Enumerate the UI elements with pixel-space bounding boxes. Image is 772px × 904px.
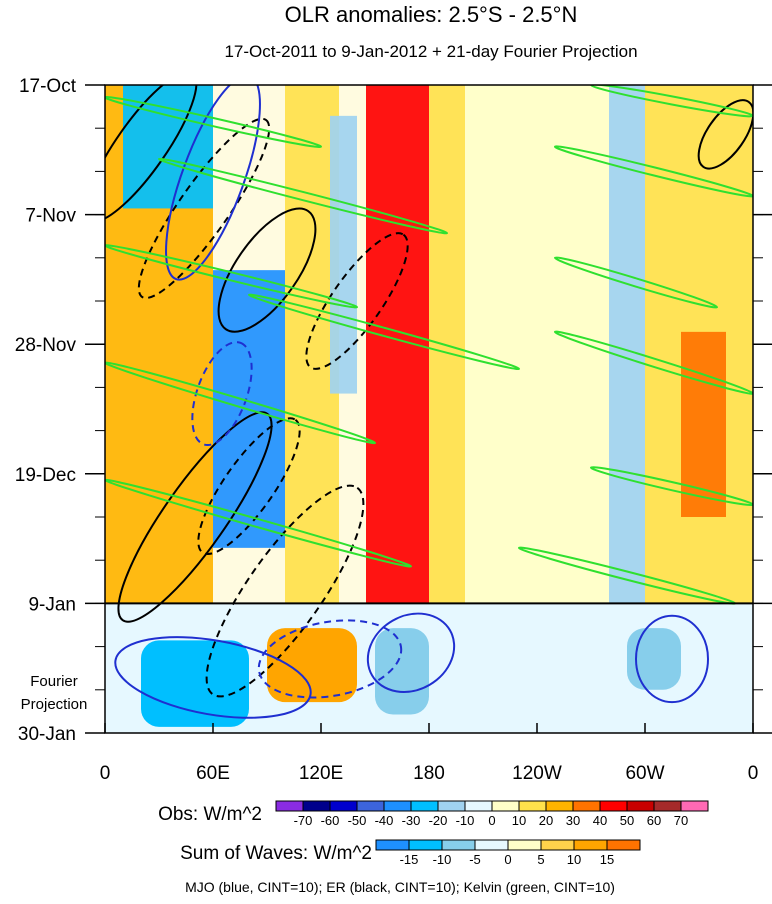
anomaly-band-4: [330, 115, 357, 394]
kelvin-contour-0: [105, 96, 323, 149]
x-tick-label-0: 0: [100, 763, 111, 784]
waves-level-6: 15: [600, 852, 614, 867]
obs-swatch-11: [572, 800, 601, 812]
obs-swatch-14: [653, 800, 682, 812]
obs-colorbar: -70 -60 -50 -40 -30 -20 -10 0 10 20 30 40 50 60 70: [275, 800, 709, 828]
anomaly-band-5: [366, 85, 429, 604]
y-tick-label-5: 30-Jan: [18, 724, 76, 745]
projection-bands: [105, 603, 753, 733]
obs-swatch-15: [680, 800, 709, 812]
waves-level-2: -5: [469, 852, 481, 867]
contour-legend: MJO (blue, CINT=10); ER (black, CINT=10)…: [185, 879, 615, 895]
kelvin-contour-3: [247, 293, 521, 371]
waves-swatch-1: [408, 839, 443, 851]
obs-level-5: -20: [429, 813, 448, 828]
obs-swatch-8: [491, 800, 520, 812]
y-tick-label-3: 19-Dec: [15, 465, 76, 486]
anomaly-bands: [105, 85, 753, 604]
obs-swatch-10: [545, 800, 574, 812]
x-axis: 0 60E 120E 180 120W 60W 0: [100, 723, 759, 784]
kelvin-contour-8: [553, 256, 719, 309]
obs-level-2: -50: [348, 813, 367, 828]
waves-colorbar: -15 -10 -5 0 5 10 15: [375, 839, 641, 867]
mjo-contour-5: [635, 614, 709, 704]
kelvin-contour-1: [157, 157, 449, 235]
waves-level-3: 0: [504, 852, 511, 867]
kelvin-contour-5: [105, 478, 413, 568]
obs-level-14: 70: [674, 813, 688, 828]
waves-swatch-5: [540, 839, 575, 851]
er-contour-4: [117, 411, 273, 623]
projection-label-line1: Fourier: [30, 673, 78, 690]
projection-band-4: [627, 628, 681, 690]
waves-swatch-2: [441, 839, 476, 851]
x-tick-label-1: 60E: [196, 763, 230, 784]
plot-area: [105, 85, 753, 733]
x-tick-label-6: 0: [748, 763, 759, 784]
obs-level-7: 0: [488, 813, 495, 828]
obs-level-1: -60: [321, 813, 340, 828]
waves-level-5: 10: [567, 852, 581, 867]
waves-swatch-6: [573, 839, 608, 851]
obs-level-6: -10: [456, 813, 475, 828]
waves-swatch-0: [375, 839, 410, 851]
obs-level-11: 40: [593, 813, 607, 828]
x-tick-label-3: 180: [413, 763, 445, 784]
chart-title: OLR anomalies: 2.5°S - 2.5°N: [285, 2, 578, 27]
kelvin-contour-9: [553, 330, 753, 395]
waves-swatch-4: [507, 839, 542, 851]
x-tick-label-4: 120W: [512, 763, 562, 784]
waves-swatch-3: [474, 839, 509, 851]
obs-swatch-0: [275, 800, 304, 812]
waves-level-0: -15: [400, 852, 419, 867]
obs-swatch-1: [302, 800, 331, 812]
obs-swatch-7: [464, 800, 493, 812]
mjo-contour-3: [257, 619, 403, 699]
y-axis: 17-Oct 7-Nov 28-Nov 19-Dec 9-Jan 30-Jan: [15, 76, 772, 745]
x-tick-label-2: 120E: [299, 763, 343, 784]
er-contour-1: [137, 117, 271, 300]
waves-swatch-7: [606, 839, 641, 851]
obs-level-0: -70: [294, 813, 313, 828]
anomaly-band-2: [123, 85, 213, 209]
obs-level-13: 60: [647, 813, 661, 828]
mjo-contour-4: [366, 612, 456, 693]
obs-swatch-3: [356, 800, 385, 812]
obs-level-4: -30: [402, 813, 421, 828]
projection-label-line2: Projection: [21, 696, 88, 713]
y-tick-label-4: 9-Jan: [28, 594, 76, 615]
projection-band-3: [375, 628, 429, 715]
y-tick-label-2: 28-Nov: [15, 335, 77, 356]
obs-level-9: 20: [539, 813, 553, 828]
obs-level-12: 50: [620, 813, 634, 828]
obs-colorbar-label: Obs: W/m^2: [158, 804, 262, 825]
waves-level-1: -10: [433, 852, 452, 867]
projection-band-1: [141, 640, 249, 727]
obs-level-3: -40: [375, 813, 394, 828]
obs-swatch-9: [518, 800, 547, 812]
chart-subtitle: 17-Oct-2011 to 9-Jan-2012 + 21-day Fouri…: [224, 42, 637, 61]
waves-level-4: 5: [537, 852, 544, 867]
waves-colorbar-label: Sum of Waves: W/m^2: [180, 843, 372, 864]
anomaly-band-6: [429, 85, 465, 604]
er-contour-5: [197, 417, 301, 555]
obs-swatch-6: [437, 800, 466, 812]
er-contour-6: [205, 484, 365, 698]
obs-swatch-5: [410, 800, 439, 812]
x-tick-label-5: 60W: [625, 763, 664, 784]
mjo-contour-1: [191, 341, 253, 447]
obs-level-8: 10: [512, 813, 526, 828]
obs-swatch-2: [329, 800, 358, 812]
mjo-contour-2: [114, 636, 312, 719]
obs-swatch-13: [626, 800, 655, 812]
obs-swatch-12: [599, 800, 628, 812]
er-contour-7: [697, 99, 753, 170]
y-tick-label-0: 17-Oct: [19, 76, 77, 97]
obs-level-10: 30: [566, 813, 580, 828]
obs-swatch-4: [383, 800, 412, 812]
y-tick-label-1: 7-Nov: [25, 206, 76, 227]
er-contour-3: [305, 232, 409, 370]
